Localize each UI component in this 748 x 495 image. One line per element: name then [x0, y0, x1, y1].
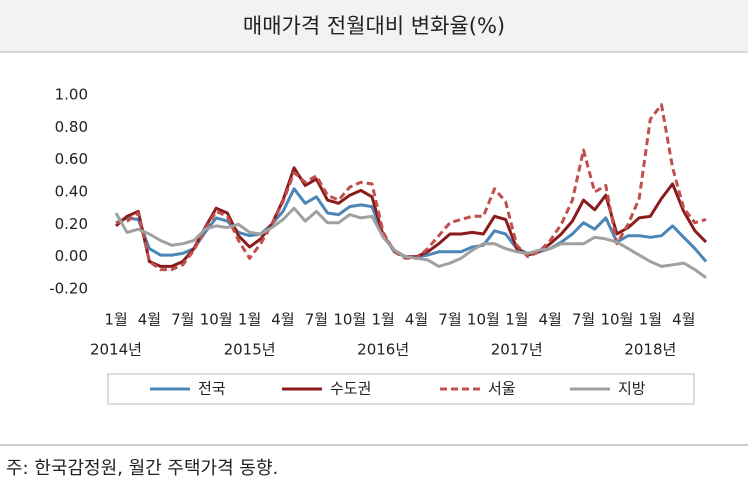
legend-box: [107, 373, 695, 405]
chart-title: 매매가격 전월대비 변화율(%): [243, 14, 505, 38]
x-tick-label: 10월: [333, 311, 366, 329]
series-line: [115, 187, 708, 263]
x-group-label: 2018년: [624, 341, 676, 359]
x-group-label: 2015년: [224, 341, 276, 359]
y-tick-label: 0.00: [55, 247, 88, 265]
x-tick-label: 4월: [271, 311, 294, 329]
x-tick-label: 1월: [104, 311, 127, 329]
x-tick-label: 7월: [171, 311, 194, 329]
legend-label: 지방: [618, 380, 646, 398]
legend-label: 전국: [198, 380, 226, 398]
x-tick-label: 7월: [572, 311, 595, 329]
x-tick-label: 10월: [600, 311, 633, 329]
x-tick-label: 4월: [138, 311, 161, 329]
y-tick-label: 1.00: [55, 86, 88, 104]
y-tick-label: 0.20: [55, 215, 88, 233]
x-tick-label: 1월: [238, 311, 261, 329]
x-tick-label: 7월: [305, 311, 328, 329]
y-tick-label: 0.40: [55, 183, 88, 201]
x-tick-label: 4월: [538, 311, 561, 329]
y-tick-label: -0.20: [49, 280, 88, 298]
y-tick-label: 0.80: [55, 118, 88, 136]
series-line: [115, 103, 707, 272]
x-tick-label: 4월: [405, 311, 428, 329]
series-line: [114, 206, 707, 279]
x-group-label: 2014년: [90, 341, 142, 359]
legend-label: 서울: [488, 380, 516, 398]
x-tick-label: 10월: [200, 311, 233, 329]
x-group-label: 2017년: [491, 341, 543, 359]
x-tick-label: 1월: [371, 311, 394, 329]
title-bar: [0, 0, 748, 52]
x-tick-label: 1월: [639, 311, 662, 329]
series-line: [115, 166, 708, 268]
x-tick-label: 4월: [672, 311, 695, 329]
x-tick-label: 7월: [438, 311, 461, 329]
note: 주: 한국감정원, 월간 주택가격 동향.: [6, 458, 278, 479]
x-tick-label: 1월: [505, 311, 528, 329]
x-tick-label: 10월: [467, 311, 500, 329]
x-group-label: 2016년: [357, 341, 409, 359]
y-tick-label: 0.60: [55, 150, 88, 168]
legend-label: 수도권: [330, 380, 371, 398]
